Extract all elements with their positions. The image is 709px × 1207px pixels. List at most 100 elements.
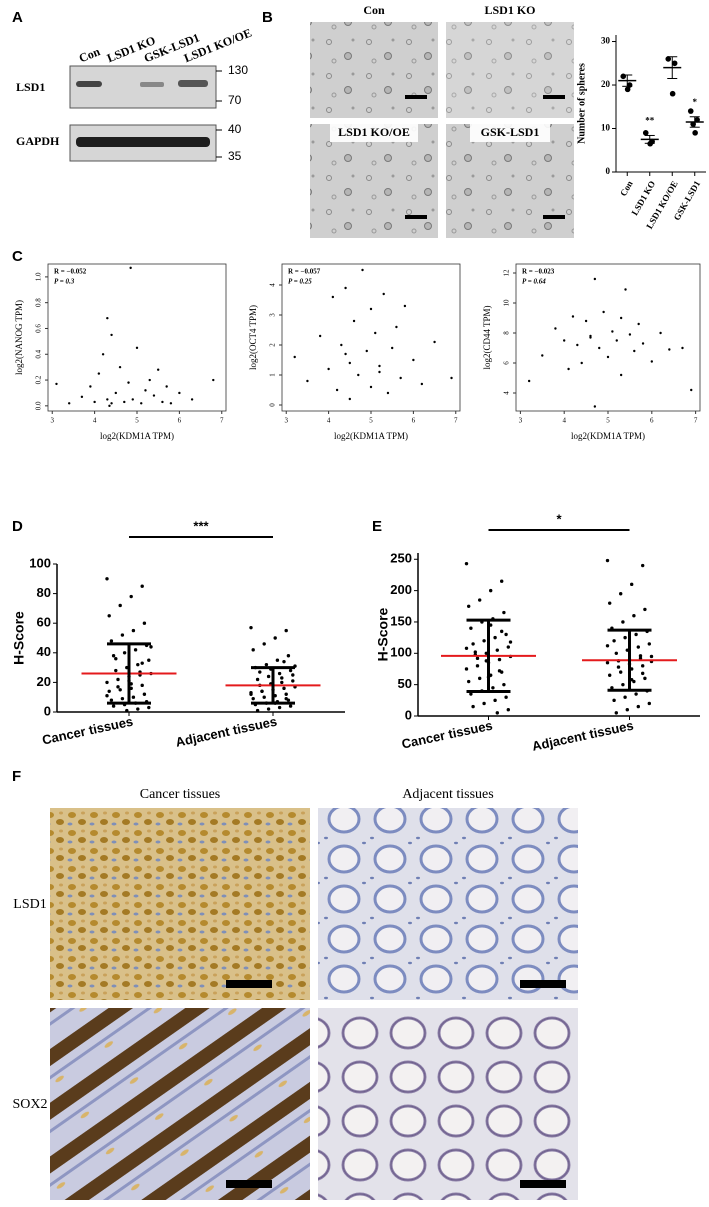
- lane-label: Con: [77, 44, 102, 65]
- x-tick-label: 6: [178, 417, 182, 425]
- data-point: [554, 327, 557, 330]
- stat-annotation: R = −0.023: [522, 268, 555, 276]
- data-point: [504, 695, 508, 699]
- y-tick-label: 0: [44, 703, 51, 718]
- plot-frame: [515, 263, 701, 412]
- data-point: [641, 664, 645, 668]
- y-tick-label: 0.8: [35, 298, 43, 307]
- data-point: [109, 639, 114, 643]
- data-point: [638, 654, 643, 658]
- data-point: [621, 620, 625, 624]
- data-point: [293, 355, 296, 359]
- data-point: [306, 379, 309, 383]
- data-point: [108, 404, 111, 408]
- data-point: [335, 388, 339, 392]
- data-point: [348, 361, 352, 365]
- data-point: [178, 391, 181, 395]
- data-point: [475, 656, 480, 661]
- stat-annotation: R = −0.052: [54, 268, 87, 276]
- micrograph-title: LSD1 KO: [484, 3, 535, 17]
- data-point: [571, 315, 575, 318]
- data-point: [606, 355, 610, 359]
- ihc-image: [50, 808, 310, 1000]
- data-point: [131, 628, 136, 633]
- panel-label: D: [12, 518, 23, 535]
- x-axis-label: log2(KDM1A TPM): [334, 431, 408, 441]
- data-point: [106, 398, 109, 401]
- data-point: [140, 402, 143, 405]
- stat-annotation: P = 0.3: [54, 278, 75, 286]
- y-tick-label: 3: [269, 313, 277, 317]
- data-point: [140, 661, 144, 665]
- data-point: [255, 677, 260, 682]
- stat-annotation: R = −0.057: [288, 268, 321, 276]
- data-point: [471, 642, 475, 646]
- data-point: [634, 632, 638, 637]
- data-point: [638, 656, 643, 661]
- data-point: [506, 708, 510, 712]
- significance-label: *: [556, 511, 562, 526]
- data-point: [136, 707, 140, 711]
- data-point: [478, 598, 482, 602]
- data-point: [412, 358, 415, 362]
- x-tick-label: 3: [284, 417, 288, 425]
- data-point: [643, 676, 647, 681]
- data-point: [89, 385, 92, 388]
- data-point: [625, 708, 629, 712]
- y-tick-label: 12: [503, 269, 511, 277]
- data-point: [482, 639, 486, 643]
- data-point: [650, 360, 654, 363]
- data-point: [116, 677, 120, 682]
- micrograph: [310, 22, 438, 118]
- data-point: [495, 711, 499, 715]
- data-point: [593, 277, 597, 281]
- data-point: [255, 708, 260, 713]
- data-point: [277, 705, 282, 710]
- data-point: [282, 686, 286, 691]
- data-point: [687, 108, 694, 114]
- data-point: [264, 662, 269, 667]
- y-tick-label: 60: [37, 615, 51, 630]
- data-point: [467, 604, 471, 608]
- blot-band: [76, 81, 102, 87]
- data-point: [110, 333, 113, 337]
- data-point: [621, 682, 625, 687]
- data-point: [469, 692, 473, 696]
- data-point: [420, 382, 424, 386]
- data-point: [681, 346, 684, 350]
- data-point: [284, 692, 288, 696]
- x-tick-label: 7: [454, 417, 458, 425]
- panel-label: C: [12, 248, 23, 265]
- data-point: [331, 295, 335, 299]
- plot-frame: [281, 263, 461, 412]
- data-point: [144, 389, 147, 392]
- data-point: [131, 398, 134, 401]
- data-point: [114, 657, 118, 661]
- data-point: [105, 680, 109, 685]
- data-point: [251, 696, 255, 701]
- y-tick-label: 100: [29, 555, 51, 570]
- data-point: [262, 695, 266, 699]
- y-tick-label: 50: [398, 676, 412, 691]
- data-point: [258, 670, 262, 674]
- data-point: [106, 316, 109, 320]
- data-point: [131, 695, 136, 699]
- y-tick-label: 0: [606, 166, 611, 176]
- data-point: [647, 701, 651, 706]
- data-point: [634, 692, 638, 696]
- marker-label: 70: [228, 93, 242, 107]
- data-point: [212, 378, 215, 382]
- data-point: [357, 373, 360, 377]
- data-point: [495, 648, 499, 652]
- data-point: [111, 654, 116, 658]
- data-point: [262, 642, 266, 646]
- y-tick-label: 20: [601, 79, 611, 89]
- marker-label: 40: [228, 122, 242, 136]
- data-point: [464, 561, 469, 566]
- x-tick-label: Adjacent tissues: [174, 714, 278, 750]
- x-tick-label: Con: [618, 179, 635, 198]
- y-tick-label: 250: [390, 551, 412, 566]
- data-point: [508, 640, 513, 644]
- data-point: [620, 73, 627, 80]
